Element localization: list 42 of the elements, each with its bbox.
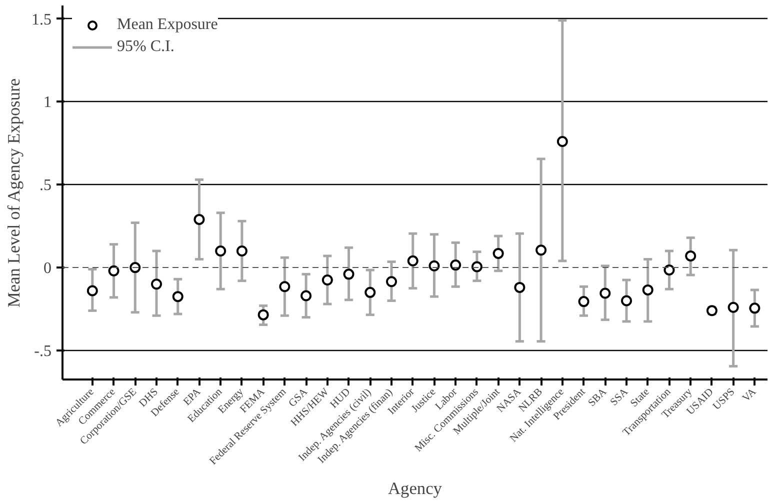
y-tick-label: -.5 (34, 342, 52, 360)
y-tick-label: .5 (40, 177, 52, 194)
point (621, 295, 632, 306)
point (151, 278, 162, 290)
y-axis-title: Mean Level of Agency Exposure (4, 78, 24, 308)
point (428, 260, 440, 272)
point (364, 286, 376, 298)
point (407, 255, 418, 266)
y-tick-label: 1.5 (32, 11, 52, 28)
point (728, 302, 739, 313)
x-tick-label: VA (740, 386, 759, 404)
point (130, 262, 141, 274)
point (236, 245, 248, 256)
annotation: 95% C.I. (117, 38, 174, 56)
point (578, 296, 590, 308)
point (556, 136, 568, 147)
point (194, 214, 205, 225)
point (215, 245, 226, 256)
legend-label: Mean Exposure (117, 16, 218, 34)
point (279, 281, 290, 292)
y-tick-label: 0 (44, 260, 52, 278)
point (514, 282, 526, 293)
point (642, 284, 654, 296)
point (386, 276, 397, 288)
point (108, 265, 120, 276)
point (749, 302, 760, 314)
point (471, 261, 482, 272)
point (450, 260, 462, 271)
y-tick-label: 1 (44, 94, 52, 112)
point (343, 268, 354, 280)
point (536, 244, 547, 256)
point (492, 248, 504, 259)
point (322, 274, 333, 286)
point (600, 288, 611, 299)
point (664, 264, 675, 276)
point (258, 309, 269, 320)
x-tick-label: SBA (586, 386, 610, 410)
point (172, 291, 184, 302)
point (86, 285, 98, 296)
x-axis-title: Agency (388, 479, 442, 498)
point (685, 250, 696, 262)
point (300, 290, 312, 302)
